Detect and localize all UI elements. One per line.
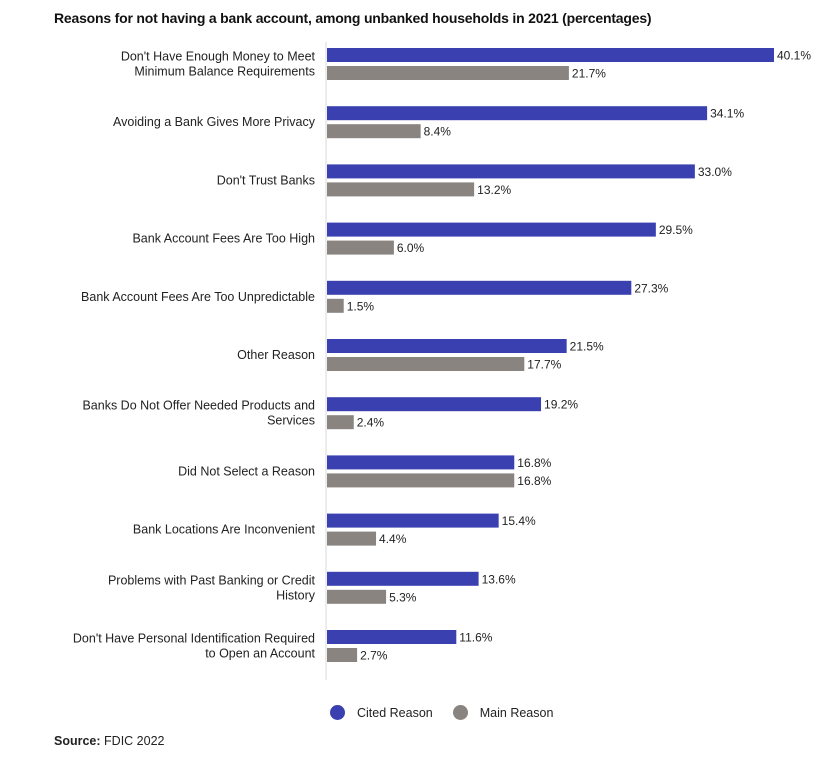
data-label: 4.4% — [379, 532, 407, 546]
source-label: Source: — [54, 734, 101, 748]
bar-cited-reason — [327, 571, 479, 586]
bar-main-reason — [327, 531, 377, 546]
bar-main-reason — [327, 240, 394, 255]
category-label: Avoiding a Bank Gives More Privacy — [113, 115, 316, 129]
data-label: 13.6% — [482, 572, 516, 586]
category-label: Bank Account Fees Are Too Unpredictable — [81, 290, 315, 304]
category-label: Don't Have Personal Identification Requi… — [73, 632, 316, 661]
data-label: 27.3% — [634, 281, 668, 295]
data-label: 17.7% — [527, 358, 561, 372]
data-label: 11.6% — [459, 631, 492, 645]
bar-main-reason — [327, 66, 569, 80]
data-label: 21.5% — [570, 340, 604, 354]
data-label: 5.3% — [389, 590, 417, 604]
category-label: Banks Do Not Offer Needed Products and Se… — [82, 399, 315, 428]
data-label: 16.8% — [517, 456, 551, 470]
legend-item-cited: Cited Reason — [330, 705, 433, 720]
data-label: 34.1% — [710, 107, 744, 121]
bar-cited-reason — [327, 48, 774, 62]
bar-cited-reason — [327, 164, 695, 179]
data-label: 21.7% — [572, 67, 606, 81]
source-text: FDIC 2022 — [104, 734, 165, 748]
category-label: Did Not Select a Reason — [178, 464, 315, 478]
bar-main-reason — [327, 357, 525, 371]
data-label: 15.4% — [502, 514, 536, 528]
legend-swatch-main — [452, 705, 468, 720]
bar-cited-reason — [327, 106, 708, 121]
bar-main-reason — [327, 589, 387, 604]
chart-title: Reasons for not having a bank account, a… — [54, 10, 652, 26]
bar-cited-reason — [327, 513, 499, 528]
bar-cited-reason — [327, 397, 542, 412]
legend-item-main: Main Reason — [452, 705, 554, 720]
category-label: Bank Locations Are Inconvenient — [133, 523, 316, 537]
bar-cited-reason — [327, 222, 656, 237]
data-label: 40.1% — [777, 49, 811, 63]
data-label: 16.8% — [517, 474, 551, 488]
bar-main-reason — [327, 415, 354, 430]
data-label: 19.2% — [544, 398, 578, 412]
bar-chart: Don't Have Enough Money to Meet Minimum B… — [73, 42, 811, 680]
legend: Cited Reason Main Reason — [330, 705, 573, 720]
data-label: 1.5% — [347, 299, 375, 313]
category-label: Problems with Past Banking or Credit Hist… — [108, 573, 316, 602]
data-label: 29.5% — [659, 223, 693, 237]
category-label: Don't Trust Banks — [217, 173, 315, 187]
bar-cited-reason — [327, 455, 515, 470]
bar-main-reason — [327, 298, 344, 313]
legend-label-main: Main Reason — [479, 705, 554, 720]
data-label: 6.0% — [397, 241, 425, 255]
data-label: 33.0% — [698, 165, 732, 179]
bar-cited-reason — [327, 630, 457, 644]
source-note: Source: FDIC 2022 — [54, 734, 164, 748]
bar-main-reason — [327, 124, 421, 139]
bar-main-reason — [327, 182, 475, 197]
bar-cited-reason — [327, 280, 632, 295]
legend-swatch-cited — [330, 705, 345, 720]
bar-main-reason — [327, 473, 515, 488]
bar-cited-reason — [327, 339, 567, 353]
data-label: 2.7% — [360, 649, 388, 663]
data-label: 2.4% — [357, 416, 385, 430]
data-label: 8.4% — [424, 125, 452, 139]
bar-main-reason — [327, 648, 358, 662]
category-label: Other Reason — [237, 348, 315, 362]
category-label: Don't Have Enough Money to Meet Minimum B… — [121, 50, 316, 79]
category-label: Bank Account Fees Are Too High — [132, 232, 315, 246]
legend-label-cited: Cited Reason — [357, 705, 433, 720]
data-label: 13.2% — [477, 183, 511, 197]
